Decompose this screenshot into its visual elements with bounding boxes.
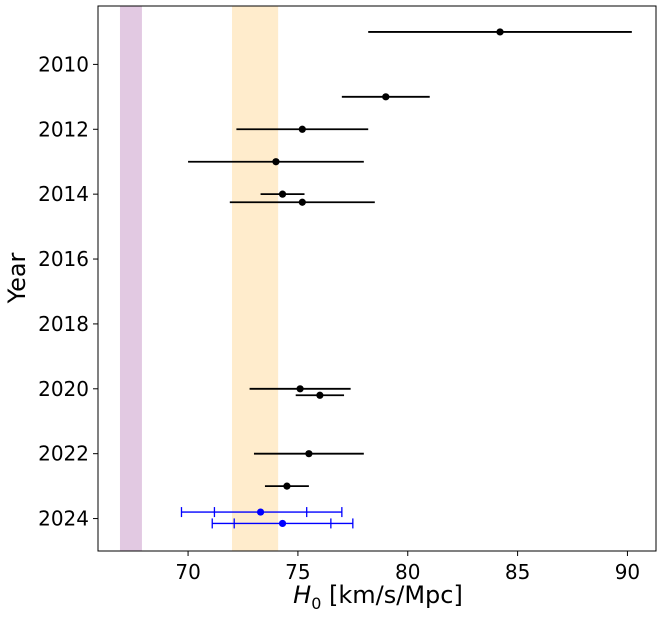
data-point [316, 391, 324, 399]
data-point [272, 158, 280, 166]
data-point [278, 519, 287, 528]
reference-band-1 [119, 6, 142, 551]
y-tick-label: 2016 [38, 247, 89, 271]
data-point [305, 450, 313, 458]
data-point [496, 28, 504, 36]
x-tick-label: 80 [395, 560, 420, 584]
series-2 [180, 507, 354, 529]
x-axis-label: H0 [km/s/Mpc] [293, 581, 463, 613]
y-tick-label: 2014 [38, 182, 89, 206]
x-tick-label: 70 [175, 560, 200, 584]
reference-band-2 [232, 6, 279, 551]
y-tick-label: 2018 [38, 312, 89, 336]
x-axis-label-main: H [293, 581, 311, 609]
series-1 [188, 28, 632, 490]
plot-frame [97, 5, 657, 552]
x-tick-label: 75 [285, 560, 310, 584]
y-tick-label: 2012 [38, 117, 89, 141]
data-point [256, 508, 265, 516]
y-tick-label: 2024 [38, 507, 89, 531]
data-point [382, 93, 390, 101]
x-axis-label-subscript: 0 [311, 594, 321, 613]
x-tick-label: 85 [505, 560, 530, 584]
data-series [180, 28, 632, 529]
data-point [278, 190, 287, 198]
reference-bands [119, 6, 279, 551]
x-tick-label: 90 [615, 560, 640, 584]
data-point [283, 482, 291, 490]
y-tick-label: 2020 [38, 377, 89, 401]
data-point [298, 198, 306, 206]
data-point [296, 385, 304, 393]
y-axis-ticks: 2010 2012 2014 2016 2018 2020 2022 2024 [38, 52, 98, 531]
y-axis-label: Year [3, 252, 31, 304]
data-point [298, 125, 306, 133]
x-axis-ticks: 70 75 80 85 90 [175, 551, 640, 584]
y-tick-label: 2010 [38, 52, 89, 76]
x-axis-label-units: [km/s/Mpc] [321, 581, 462, 609]
y-tick-label: 2022 [38, 442, 89, 466]
